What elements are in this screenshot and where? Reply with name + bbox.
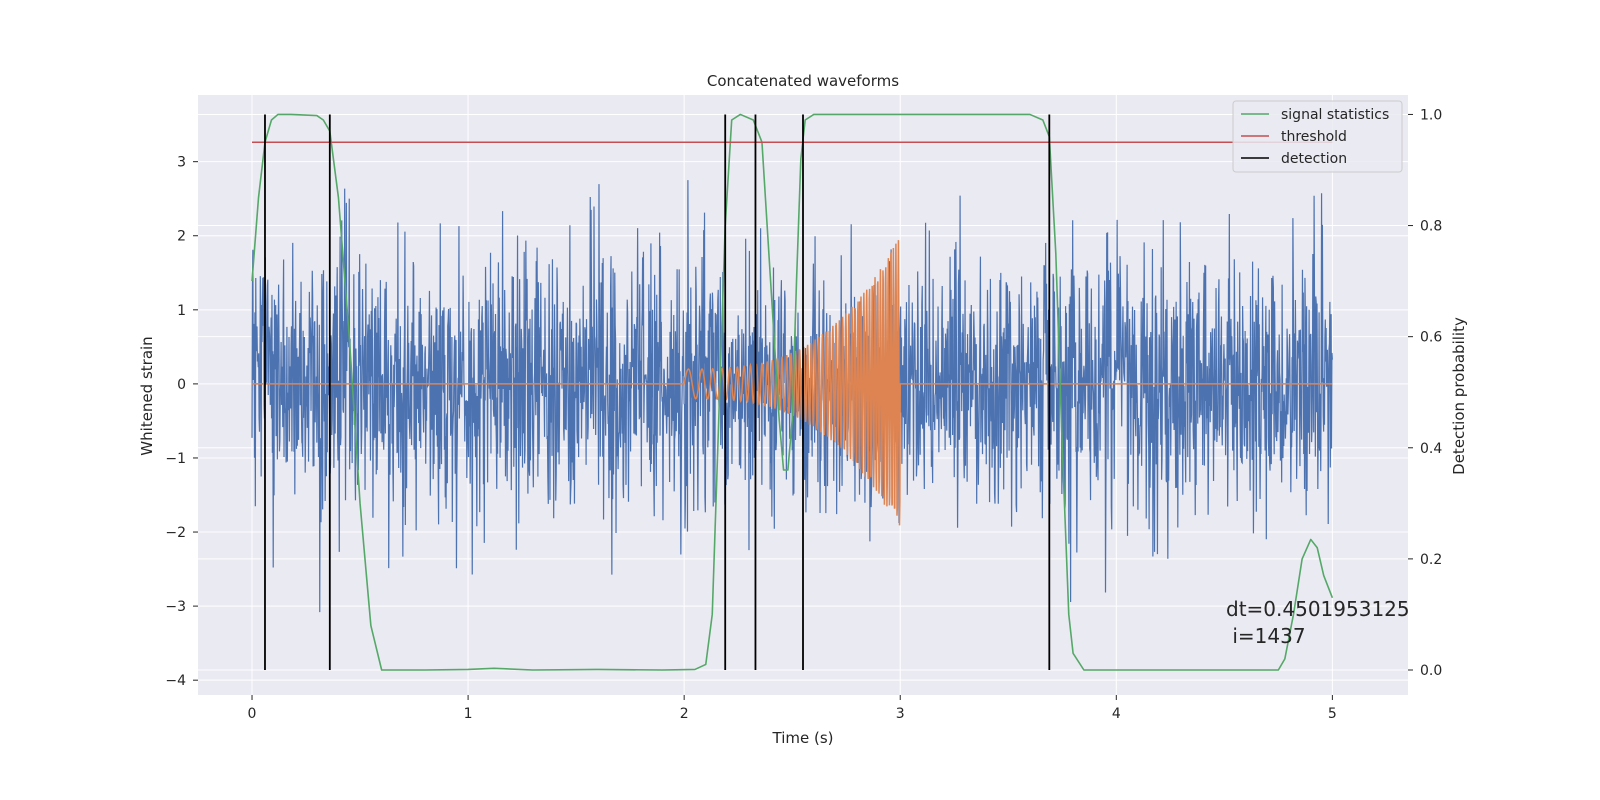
signal-statistics-layer (251, 113, 1334, 671)
y-tick-label: 2 (177, 229, 186, 245)
injected-signal-layer (252, 240, 1333, 526)
y-tick-label: −2 (165, 525, 186, 541)
y-tick-label: −4 (165, 673, 186, 689)
y-tick-label: 0 (177, 377, 186, 393)
noise-series-line (251, 180, 1333, 613)
detection-layer (264, 114, 1051, 670)
x-tick-label: 2 (680, 706, 689, 722)
legend: signal statistics threshold detection (1232, 100, 1403, 173)
noise-series-layer (251, 180, 1333, 613)
y2-tick-label: 0.4 (1420, 441, 1442, 457)
y2-axis-label: Detection probability (1450, 317, 1468, 475)
x-axis-label: Time (s) (772, 729, 834, 747)
chart-title: Concatenated waveforms (707, 72, 899, 90)
signal-statistics-line (251, 113, 1334, 671)
legend-label-signal-statistics: signal statistics (1281, 107, 1389, 123)
legend-label-detection: detection (1281, 151, 1347, 167)
y2-tick-label: 0.0 (1420, 663, 1442, 679)
y2-tick-label: 0.2 (1420, 552, 1442, 568)
y-tick-label: 1 (177, 303, 186, 319)
annotation: dt=0.4501953125 i=1437 (1226, 597, 1410, 648)
y2-tick-label: 1.0 (1420, 107, 1442, 123)
annotation-index: i=1437 (1226, 624, 1306, 648)
x-tick-label: 0 (248, 706, 257, 722)
x-tick-label: 5 (1328, 706, 1337, 722)
y-tick-label: −1 (165, 451, 186, 467)
y-axis-label: Whitened strain (138, 336, 156, 455)
y-tick-label: 3 (177, 155, 186, 171)
legend-frame (1232, 100, 1403, 173)
y2-tick-label: 0.8 (1420, 219, 1442, 235)
x-tick-label: 1 (464, 706, 473, 722)
y2-tick-label: 0.6 (1420, 330, 1442, 346)
injected-signal-line (252, 240, 1333, 526)
y-tick-label: −3 (165, 599, 186, 615)
legend-label-threshold: threshold (1281, 129, 1347, 145)
tick-layer: 0 1 2 3 4 5 −4 −3 −2 −1 0 1 2 3 0.0 0.2 0.4 0.6 0.8 1.0 (165, 107, 1442, 722)
x-tick-label: 4 (1112, 706, 1121, 722)
x-tick-label: 3 (896, 706, 905, 722)
annotation-dt: dt=0.4501953125 (1226, 597, 1410, 621)
